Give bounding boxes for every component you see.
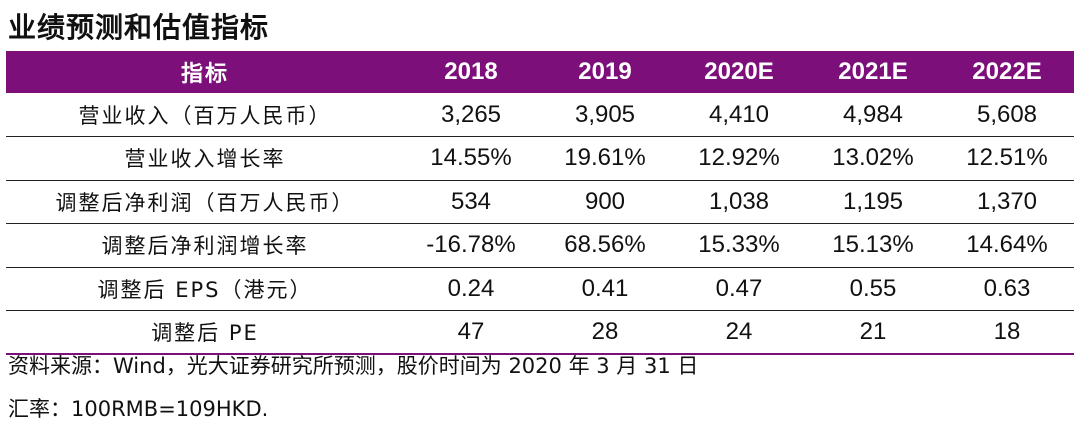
header-2019: 2019 — [578, 58, 632, 85]
row-label: 调整后 PE — [151, 321, 259, 345]
table-cell: 3,905 — [574, 100, 636, 128]
table-cell: 5,608 — [976, 100, 1038, 128]
table-cell: 4,984 — [842, 100, 904, 128]
header-2021e: 2021E — [838, 58, 908, 85]
table-cell: 14.64% — [966, 231, 1048, 259]
table-cell: 1,038 — [708, 187, 770, 215]
table-cell: 24 — [725, 318, 753, 345]
table-cell: -16.78% — [426, 231, 516, 259]
table-cell: 1,370 — [976, 187, 1038, 215]
row-label: 调整后净利润（百万人民币） — [55, 190, 355, 215]
table-cell: 12.92% — [698, 144, 780, 172]
table-cell: 15.33% — [698, 231, 780, 259]
header-2018: 2018 — [444, 58, 498, 85]
table-cell: 13.02% — [832, 144, 914, 172]
table-cell: 534 — [450, 187, 492, 215]
table-cell: 0.55 — [849, 274, 897, 302]
table-cell: 68.56% — [564, 231, 646, 259]
row-label: 调整后 EPS（港元） — [97, 277, 313, 302]
table-cell: 0.63 — [983, 274, 1031, 302]
table-cell: 0.47 — [715, 274, 763, 302]
table-cell: 900 — [584, 187, 626, 215]
table-cell: 21 — [859, 318, 887, 345]
header-2022e: 2022E — [972, 58, 1042, 85]
page-title: 业绩预测和估值指标 — [8, 11, 270, 44]
table-row-revenue-growth: 营业收入增长率 14.55% 19.61% 12.92% 13.02% 12.5… — [6, 137, 1074, 180]
forecast-table-container: 指标 2018 2019 2020E 2021E 2022E 营业收入（百万人民… — [6, 51, 1074, 355]
table-cell: 14.55% — [430, 144, 512, 172]
table-row-adjusted-net-profit: 调整后净利润（百万人民币） 534 900 1,038 1,195 1,370 — [6, 180, 1074, 224]
table-cell: 47 — [457, 318, 485, 345]
table-cell: 12.51% — [966, 144, 1048, 172]
table-cell: 3,265 — [440, 100, 502, 128]
row-label: 调整后净利润增长率 — [101, 234, 309, 259]
header-2020e: 2020E — [704, 58, 774, 85]
row-label: 营业收入增长率 — [124, 147, 286, 172]
table-row-pe: 调整后 PE 47 28 24 21 18 — [6, 311, 1074, 354]
table-cell: 0.41 — [581, 274, 629, 302]
table-cell: 28 — [591, 318, 619, 345]
header-metric: 指标 — [180, 62, 229, 87]
row-label: 营业收入（百万人民币） — [78, 103, 332, 128]
table-row-net-profit-growth: 调整后净利润增长率 -16.78% 68.56% 15.33% 15.13% 1… — [6, 224, 1074, 267]
table-cell: 1,195 — [842, 187, 904, 215]
table-cell: 18 — [993, 318, 1021, 345]
table-row-revenue: 营业收入（百万人民币） 3,265 3,905 4,410 4,984 5,60… — [6, 93, 1074, 137]
exchange-rate-footnote: 汇率：100RMB=109HKD. — [8, 397, 269, 421]
table-header-row: 指标 2018 2019 2020E 2021E 2022E — [6, 51, 1074, 93]
table-row-eps: 调整后 EPS（港元） 0.24 0.41 0.47 0.55 0.63 — [6, 267, 1074, 311]
forecast-valuation-table: 指标 2018 2019 2020E 2021E 2022E 营业收入（百万人民… — [6, 51, 1074, 355]
table-cell: 19.61% — [564, 144, 646, 172]
table-cell: 0.24 — [447, 274, 495, 302]
source-footnote: 资料来源：Wind，光大证券研究所预测，股价时间为 2020 年 3 月 31 … — [8, 354, 699, 378]
table-cell: 15.13% — [832, 231, 914, 259]
table-cell: 4,410 — [708, 100, 770, 128]
